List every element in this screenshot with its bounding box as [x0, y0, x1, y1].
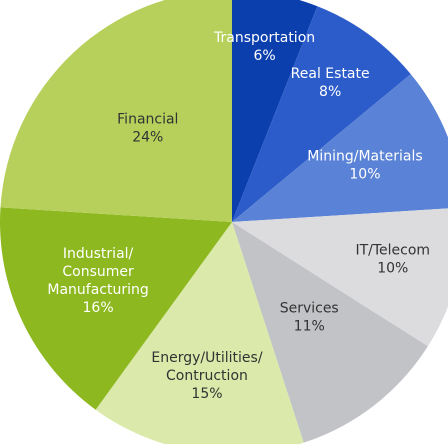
pie-slice: [232, 6, 411, 223]
slice-label: Services: [280, 301, 339, 317]
value-label: 16%: [83, 300, 114, 316]
pie-slice: [232, 74, 448, 222]
slice-label: IT/Telecom: [355, 242, 430, 258]
label-line: Real Estate: [291, 66, 370, 82]
value-label: 15%: [191, 386, 222, 402]
value-label: 6%: [253, 48, 275, 64]
value-label: 10%: [377, 260, 408, 276]
pie-slice: [232, 208, 448, 347]
pie-slice: [95, 222, 304, 444]
value-label: 24%: [132, 129, 163, 145]
value-label: 8%: [319, 84, 341, 100]
label-line: Energy/Utilities/: [151, 350, 262, 366]
slice-label: Energy/Utilities/Contruction: [151, 350, 262, 384]
label-line: Industrial/: [63, 246, 134, 262]
slice-label: Real Estate: [291, 66, 370, 82]
slice-label: Transportation: [213, 30, 315, 46]
pie-slice: [232, 222, 428, 443]
pie-slice: [0, 0, 232, 222]
value-label: 10%: [349, 166, 380, 182]
pie-slice: [232, 0, 318, 222]
value-label: 11%: [294, 319, 325, 335]
label-line: Transportation: [213, 30, 315, 46]
slice-label: Mining/Materials: [307, 148, 422, 164]
label-line: Services: [280, 301, 339, 317]
label-line: IT/Telecom: [355, 242, 430, 258]
label-line: Financial: [117, 111, 178, 127]
label-line: Contruction: [166, 368, 248, 384]
label-line: Manufacturing: [47, 282, 148, 298]
label-line: Consumer: [62, 264, 134, 280]
slice-label: Financial: [117, 111, 178, 127]
label-line: Mining/Materials: [307, 148, 422, 164]
slice-label: Industrial/Consumer Manufacturing: [47, 246, 148, 298]
pie-slice: [0, 207, 232, 410]
